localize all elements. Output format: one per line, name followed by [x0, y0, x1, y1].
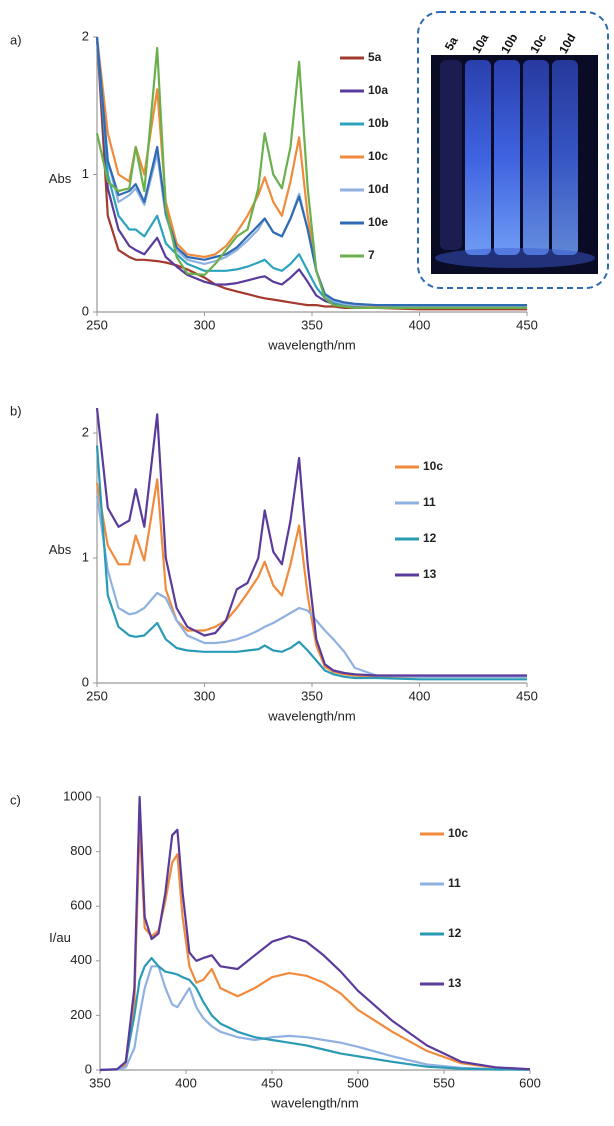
series-line [95, 36, 527, 311]
series-line [99, 965, 531, 1072]
y-tick-label: 0 [82, 674, 89, 689]
x-tick-label: 600 [519, 1075, 541, 1090]
x-tick-label: 400 [175, 1075, 197, 1090]
y-tick-label: 1 [82, 166, 89, 181]
legend-label: 10c [448, 826, 468, 840]
x-tick-label: 250 [86, 317, 108, 332]
series-line [95, 46, 527, 309]
x-tick-label: 350 [301, 688, 323, 703]
series-line [95, 36, 527, 307]
legend-label: 11 [448, 876, 461, 890]
y-tick-label: 800 [70, 843, 92, 858]
series-line [95, 478, 527, 678]
inset-photo [417, 11, 609, 289]
x-tick-label: 500 [347, 1075, 369, 1090]
y-tick-label: 1 [82, 549, 89, 564]
series-line [95, 36, 527, 309]
legend-label: 12 [448, 926, 462, 940]
series-line [99, 957, 531, 1072]
y-axis-label: Abs [49, 171, 72, 186]
y-tick-label: 2 [82, 28, 89, 43]
legend-label: 11 [423, 495, 436, 509]
y-tick-label: 0 [82, 303, 89, 318]
inset-label: 5a [442, 34, 461, 53]
legend-label: 10d [368, 182, 389, 196]
y-tick-label: 200 [70, 1007, 92, 1022]
x-axis-label: wavelength/nm [267, 708, 355, 723]
series-line [95, 36, 527, 308]
legend-label: 13 [448, 976, 462, 990]
series-line [95, 407, 527, 677]
chart-panel: 0 1 2 250 300 350 400 450 wavelength/nm Abs a) 5a 10… [10, 28, 579, 352]
x-tick-label: 550 [433, 1075, 455, 1090]
x-tick-label: 300 [194, 688, 216, 703]
x-tick-label: 400 [409, 688, 431, 703]
legend-label: 10a [368, 83, 388, 97]
y-tick-label: 0 [85, 1061, 92, 1076]
panel-label: c) [10, 792, 21, 807]
x-tick-label: 300 [194, 317, 216, 332]
legend-label: 10c [368, 149, 388, 163]
x-tick-label: 400 [409, 317, 431, 332]
y-axis-label: I/au [49, 930, 71, 945]
chart-panel: 0 200 400 600 800 1000 350 400 450 500 550 600 wavel… [10, 788, 541, 1110]
x-tick-label: 450 [516, 317, 538, 332]
legend-label: 10b [368, 116, 389, 130]
series-line [99, 795, 531, 1072]
x-tick-label: 450 [516, 688, 538, 703]
panel-label: b) [10, 403, 22, 418]
y-tick-label: 2 [82, 424, 89, 439]
x-tick-label: 350 [89, 1075, 111, 1090]
legend-label: 10c [423, 459, 443, 473]
y-tick-label: 600 [70, 898, 92, 913]
x-axis-label: wavelength/nm [267, 337, 355, 352]
x-tick-label: 450 [261, 1075, 283, 1090]
series-line [95, 495, 527, 678]
legend-label: 10e [368, 215, 388, 229]
y-tick-label: 400 [70, 952, 92, 967]
legend-label: 5a [368, 50, 382, 64]
y-axis-label: Abs [49, 542, 72, 557]
y-tick-label: 1000 [63, 788, 92, 803]
series-line [95, 445, 527, 681]
legend-label: 7 [368, 248, 375, 262]
panel-label: a) [10, 32, 22, 47]
legend-label: 13 [423, 567, 437, 581]
legend-label: 12 [423, 531, 437, 545]
x-tick-label: 350 [301, 317, 323, 332]
x-tick-label: 250 [86, 688, 108, 703]
x-axis-label: wavelength/nm [270, 1095, 358, 1110]
